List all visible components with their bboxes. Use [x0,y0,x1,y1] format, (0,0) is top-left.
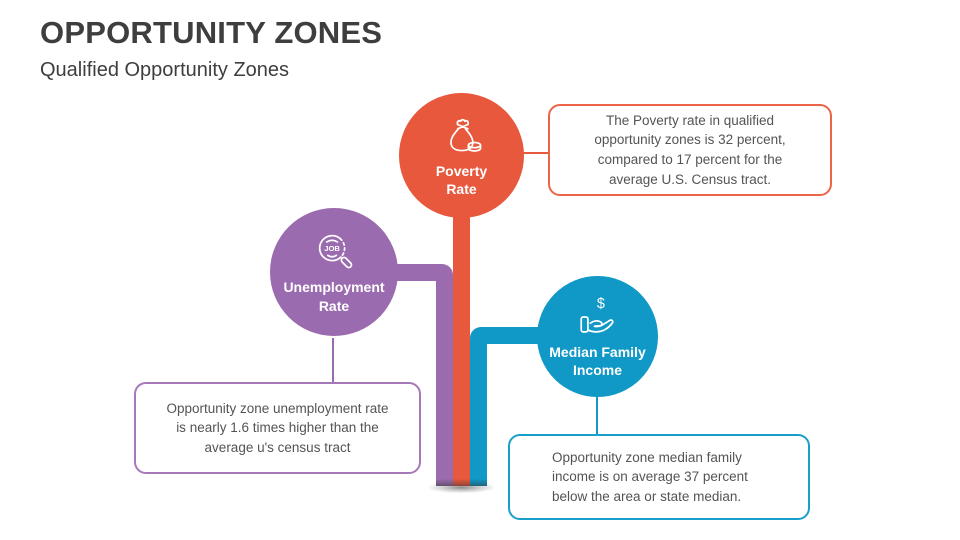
poverty-connector-line [522,152,548,154]
bars-bottom-shadow [429,482,494,493]
page-title: OPPORTUNITY ZONES [40,15,383,50]
poverty-description-text: The Poverty rate in qualified opportunit… [594,112,786,187]
hand-dollar-icon: $ [579,296,614,333]
income-description-text: Opportunity zone median family income is… [552,449,748,504]
bars-bottom-shade [436,479,487,486]
unemployment-description-text: Opportunity zone unemployment rate is ne… [166,400,389,455]
dollar-glyph-text: $ [596,296,604,312]
money-bag-icon [449,118,481,152]
poverty-rate-node: Poverty Rate [399,93,524,218]
unemployment-rate-label: Unemployment Rate [283,279,385,314]
unemployment-description-box: Opportunity zone unemployment rate is ne… [134,382,421,474]
median-family-income-label: Median Family Income [549,343,646,378]
poverty-rate-label: Poverty Rate [435,162,488,197]
unemployment-connector-line [332,338,334,384]
median-family-income-node: $ Median Family Income [537,276,658,397]
income-stem-bar [470,339,487,486]
job-glyph-text: JOB [324,244,340,253]
job-search-icon: JOB [318,235,353,269]
poverty-description-box: The Poverty rate in qualified opportunit… [548,104,832,196]
unemployment-rate-node: JOB Unemployment Rate [270,208,398,336]
income-description-box: Opportunity zone median family income is… [508,434,810,520]
unemployment-stem-bar [436,276,453,486]
page-subtitle: Qualified Opportunity Zones [40,59,290,81]
poverty-stem-bar [453,150,470,486]
income-connector-line [596,395,598,435]
